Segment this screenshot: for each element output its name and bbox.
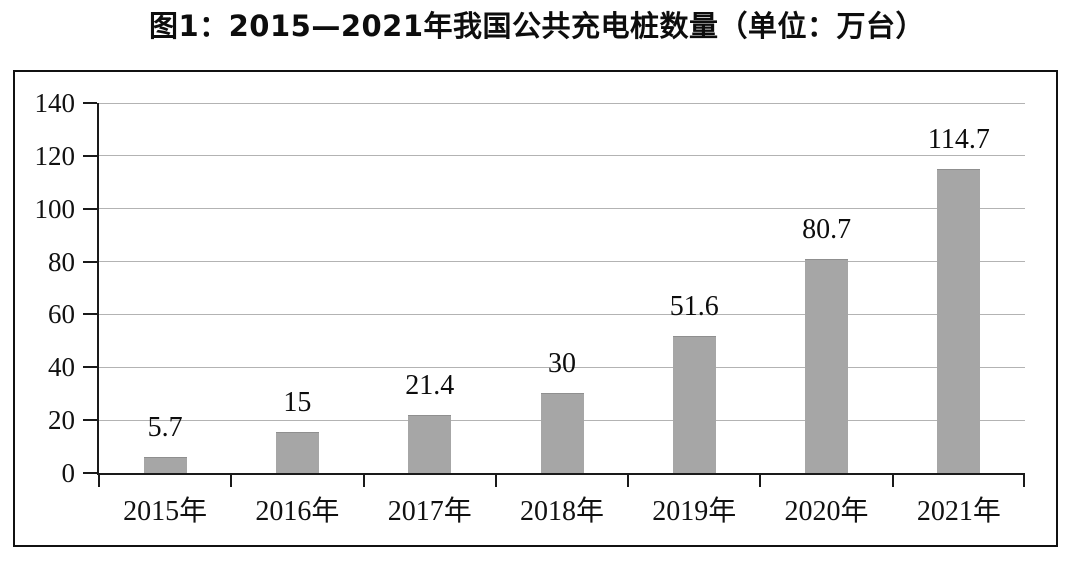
x-axis-label: 2017年 <box>387 496 472 527</box>
bar-value-label: 21.4 <box>405 370 455 402</box>
bar-value-label: 5.7 <box>147 411 183 443</box>
bar-value-label: 51.6 <box>669 290 719 322</box>
x-axis-tick <box>627 475 630 487</box>
gridline <box>99 208 1025 210</box>
x-axis-label: 2021年 <box>916 496 1001 527</box>
bar <box>143 456 187 473</box>
x-axis-tick <box>891 475 894 487</box>
x-axis-tick <box>98 475 100 487</box>
x-axis-tick <box>362 475 365 487</box>
y-axis-tick <box>83 419 97 422</box>
x-axis-tick <box>1023 475 1025 487</box>
bar <box>275 432 319 473</box>
y-tick-label: 0 <box>61 458 76 488</box>
gridline <box>99 313 1025 315</box>
bar <box>408 415 452 473</box>
gridline <box>99 155 1025 157</box>
y-axis-tick <box>83 472 97 474</box>
y-axis-tick <box>83 154 97 157</box>
bar-value-label: 15 <box>283 387 312 419</box>
x-axis-label: 2015年 <box>123 496 208 527</box>
chart-title: 图1：2015—2021年我国公共充电桩数量（单位：万台） <box>148 9 926 43</box>
y-tick-label: 80 <box>48 246 75 277</box>
x-axis-tick <box>494 475 497 487</box>
y-tick-label: 140 <box>34 88 76 118</box>
bar <box>540 392 584 473</box>
bar-value-label: 114.7 <box>927 123 990 155</box>
x-axis-label: 2018年 <box>519 496 604 527</box>
bar <box>805 258 849 473</box>
bar-value-label: 30 <box>548 347 576 379</box>
gridline <box>99 102 1025 104</box>
plot-area: 0 20 40 60 80 100 120 140 5.7 2015年 15 2016年 21.4 201… <box>35 88 1025 527</box>
gridline <box>99 366 1025 368</box>
x-axis-label: 2020年 <box>784 496 869 527</box>
y-tick-label: 100 <box>34 193 76 224</box>
y-axis-tick <box>83 260 97 263</box>
y-axis-tick <box>83 102 97 104</box>
x-axis-label: 2019年 <box>652 496 737 527</box>
y-tick-label: 20 <box>48 405 75 436</box>
y-axis-tick <box>83 207 97 210</box>
gridline <box>99 261 1025 263</box>
bar-value-label: 80.7 <box>802 213 852 245</box>
chart-frame: 0 20 40 60 80 100 120 140 5.7 2015年 15 2016年 21.4 201… <box>13 70 1058 547</box>
bar <box>937 168 981 473</box>
y-tick-label: 40 <box>48 352 75 383</box>
x-axis-label: 2016年 <box>255 496 340 527</box>
x-axis-tick <box>759 475 762 487</box>
y-axis-tick <box>83 366 97 369</box>
x-axis-tick <box>230 475 233 487</box>
y-tick-label: 60 <box>48 299 75 330</box>
y-tick-label: 120 <box>34 140 76 171</box>
bar <box>672 335 716 473</box>
y-axis-tick <box>83 313 97 316</box>
